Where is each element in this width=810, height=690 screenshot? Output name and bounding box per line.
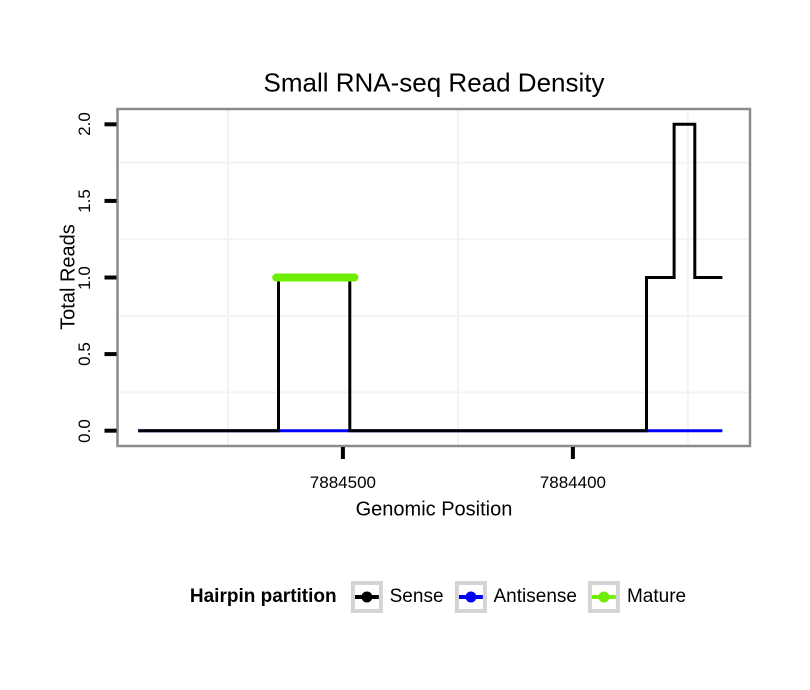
y-tick-label: 1.5 [75, 189, 94, 213]
series-sense [138, 122, 723, 433]
legend-key-box-antisense [454, 581, 487, 613]
x-axis-title: Genomic Position [355, 498, 513, 521]
panel-background [117, 109, 750, 446]
legend-point-line-icon [458, 591, 483, 603]
y-tick-label: 0.5 [75, 342, 94, 366]
legend-item-label-mature: Mature [626, 586, 687, 607]
legend: Hairpin partition Sense Antisense Mature [190, 581, 686, 613]
legend-key-box-mature [587, 581, 620, 613]
legend-item-label-antisense: Antisense [493, 586, 577, 607]
y-tick-label: 0.0 [75, 418, 94, 443]
legend-keys: Sense Antisense Mature [350, 581, 687, 613]
legend-title: Hairpin partition [189, 586, 337, 607]
legend-point-line-icon [591, 591, 616, 603]
x-tick-label: 7884500 [309, 473, 376, 492]
legend-key-box-sense [350, 581, 383, 613]
legend-item-label-sense: Sense [389, 586, 444, 607]
legend-point-line-icon [354, 591, 379, 603]
y-tick-label: 2.0 [75, 112, 94, 137]
panel-border [116, 107, 752, 448]
chart-title: Small RNA-seq Read Density [263, 67, 605, 98]
x-tick-label: 7884400 [539, 473, 606, 492]
y-tick-label: 1.0 [75, 265, 94, 290]
